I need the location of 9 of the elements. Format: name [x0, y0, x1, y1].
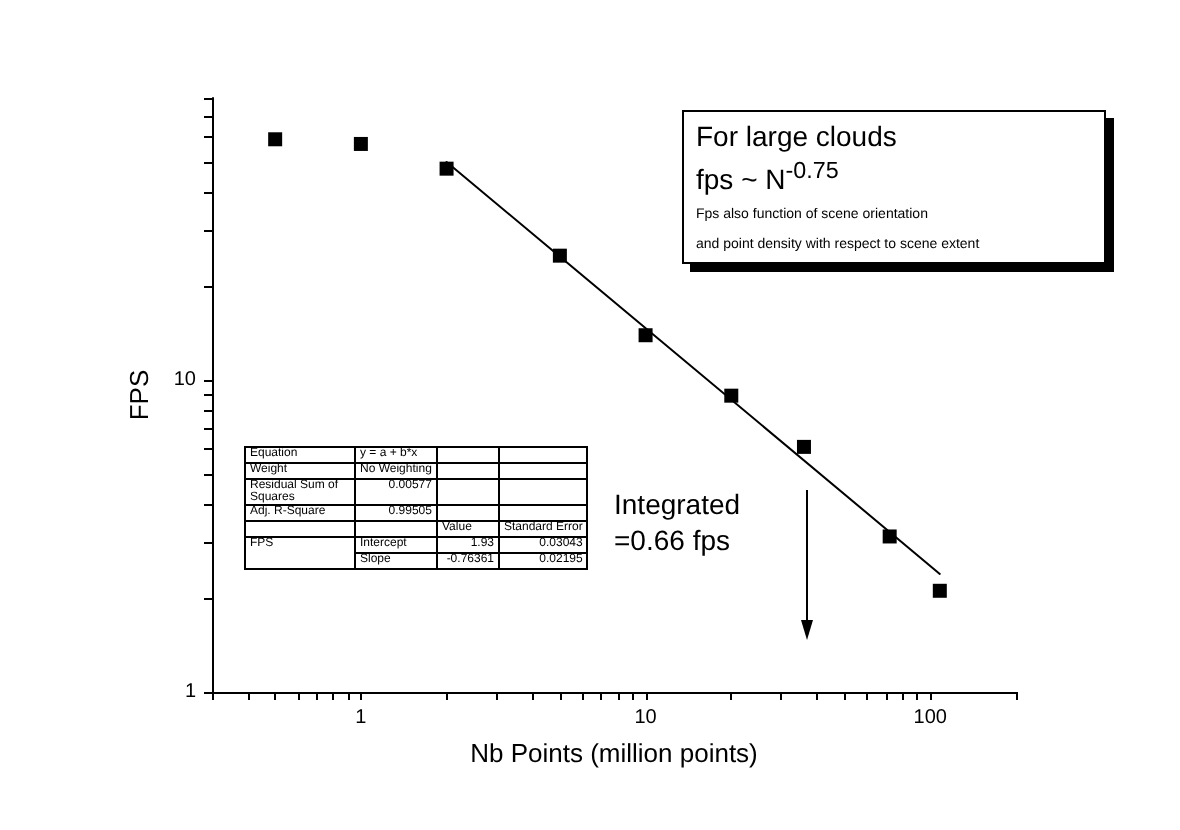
annotation: fps ~ N$^{-0.75}$	[696, 157, 841, 197]
x-tick-label: 100	[913, 707, 948, 729]
annotation: Integrated	[614, 488, 741, 520]
y-axis-title: FPS	[123, 369, 154, 421]
annotation: =0.66 fps	[614, 524, 730, 556]
x-axis-title: Nb Points (million points)	[470, 738, 758, 768]
x-tick-label: 1	[355, 707, 368, 729]
annotation: For large clouds	[696, 120, 899, 154]
x-tick-label: 10	[634, 707, 658, 729]
